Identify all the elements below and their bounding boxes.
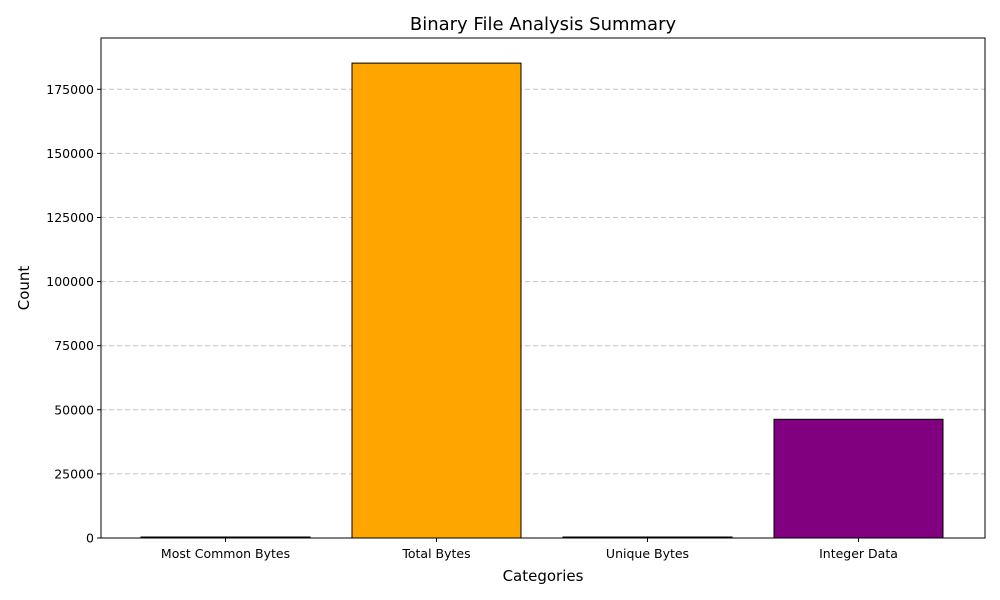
bar-integer-data [773,418,944,539]
bars [140,62,944,539]
bar-total-bytes [351,62,522,539]
x-tick-label: Most Common Bytes [161,546,290,561]
y-axis: 0 25000 50000 75000 100000 125000 150000 175000 [46,82,101,546]
y-tick-label: 175000 [46,82,94,97]
grid-lines [101,88,985,539]
y-tick-label: 100000 [46,274,94,289]
y-axis-label: Count [15,266,33,311]
y-tick-label: 75000 [54,338,94,353]
y-tick-label: 50000 [54,402,94,417]
y-tick-label: 150000 [46,146,94,161]
x-tick-label: Unique Bytes [606,546,689,561]
x-axis-label: Categories [503,567,584,585]
x-tick-label: Integer Data [819,546,898,561]
plot-frame [100,37,986,539]
y-tick-label: 25000 [54,466,94,481]
y-tick-label: 125000 [46,210,94,225]
chart-title: Binary File Analysis Summary [410,14,677,35]
x-tick-label: Total Bytes [401,546,470,561]
y-tick-label: 0 [86,531,94,546]
x-axis: Most Common Bytes Total Bytes Unique Bytes… [161,538,898,561]
